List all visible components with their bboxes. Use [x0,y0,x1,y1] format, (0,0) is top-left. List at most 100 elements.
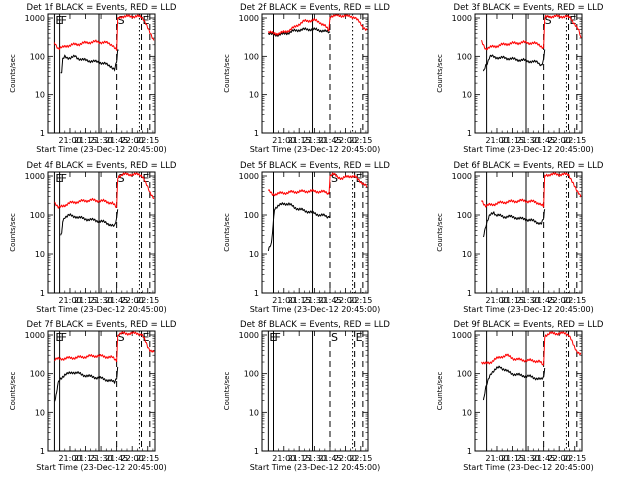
x-tick-label: 22:00 [548,454,571,463]
x-axis-label: Start Time (23-Dec-12 20:45:00) [463,305,594,314]
x-tick-label: 22:00 [548,296,571,305]
y-tick-label: 1 [40,447,45,456]
x-tick-label: 21:45 [532,296,555,305]
event-marker-label: S [331,172,338,185]
x-tick-label: 21:45 [105,136,128,145]
lld-series-line [481,331,582,366]
y-tick-label: 1000 [452,14,472,23]
x-tick-label: 22:15 [563,136,586,145]
plot-frame [474,171,583,294]
x-tick-label: 22:00 [548,136,571,145]
x-tick-label: 21:15 [74,136,97,145]
events-series-line [54,366,119,402]
y-tick-label: 1 [254,289,259,298]
panel-6: Det 6f BLACK = Events, RED = LLD Start Ti… [436,161,604,314]
event-marker-label: S [118,331,125,344]
series-group [267,172,368,251]
y-tick-label: 1000 [452,331,472,340]
event-marker-label: F [274,331,280,344]
event-marker-label: E [143,14,150,27]
plot-frame [261,171,369,294]
panel-1: Det 1f BLACK = Events, RED = LLD Start Ti… [9,3,177,154]
panel-title: Det 1f BLACK = Events, RED = LLD [27,3,177,13]
panel-title: Det 6f BLACK = Events, RED = LLD [454,161,604,171]
plot-frame [47,330,156,452]
x-tick-label: 22:15 [563,454,586,463]
x-tick-label: 22:15 [563,296,586,305]
y-axis-label: Counts/sec [9,372,17,411]
event-marker-label: E [570,14,577,27]
y-tick-label: 10 [35,250,45,259]
y-axis-label: Counts/sec [223,54,231,93]
panel-title: Det 9f BLACK = Events, RED = LLD [454,320,604,330]
x-tick-label: 21:00 [58,454,81,463]
y-tick-label: 1000 [25,14,45,23]
x-tick-label: 22:00 [334,136,357,145]
panel-4: Det 4f BLACK = Events, RED = LLD Start Ti… [9,161,177,314]
event-marker-label: E [356,331,363,344]
y-axis-label: Counts/sec [9,54,17,93]
y-axis-label: Counts/sec [436,54,444,93]
x-tick-label: 22:15 [349,136,372,145]
series-group [267,14,368,38]
plot-frame [261,330,369,452]
lld-series-line [54,172,155,209]
x-tick-label: 21:00 [485,296,508,305]
x-tick-label: 21:15 [288,136,311,145]
panel-title: Det 8f BLACK = Events, RED = LLD [240,320,390,330]
event-marker-label: S [118,14,125,27]
panel-3: Det 3f BLACK = Events, RED = LLD Start Ti… [436,3,604,154]
x-tick-label: 22:15 [349,296,372,305]
events-series-line [60,49,119,74]
plot-frame [474,13,583,134]
x-tick-label: 21:15 [501,454,524,463]
plot-frame [47,13,156,134]
x-tick-label: 21:30 [303,454,326,463]
panel-9: Det 9f BLACK = Events, RED = LLD Start Ti… [436,320,604,472]
x-tick-label: 21:15 [501,136,524,145]
y-tick-label: 10 [462,250,472,259]
x-tick-label: 21:15 [501,296,524,305]
y-tick-label: 100 [457,211,472,220]
x-tick-label: 21:00 [272,296,295,305]
series-group [480,172,582,238]
plot-frame [474,330,583,452]
events-series-line [483,209,546,238]
y-axis-label: Counts/sec [436,372,444,411]
y-tick-label: 1 [40,129,45,138]
series-group [53,14,155,74]
y-tick-label: 1000 [25,172,45,181]
x-axis-label: Start Time (23-Dec-12 20:45:00) [463,463,594,472]
x-tick-label: 21:30 [517,296,540,305]
event-marker-label: E [143,172,150,185]
x-tick-label: 21:30 [517,454,540,463]
x-tick-label: 21:00 [272,136,295,145]
y-tick-label: 10 [35,91,45,100]
panel-7: Det 7f BLACK = Events, RED = LLD Start Ti… [9,320,177,472]
y-tick-label: 100 [30,52,45,61]
x-tick-label: 21:45 [105,296,128,305]
series-group [480,14,582,72]
series-group [54,331,155,402]
y-tick-label: 1000 [25,331,45,340]
y-tick-label: 100 [457,52,472,61]
series-group [481,331,582,401]
x-tick-label: 21:45 [318,296,341,305]
panel-title: Det 4f BLACK = Events, RED = LLD [27,161,177,171]
x-tick-label: 21:30 [303,136,326,145]
x-tick-label: 21:00 [58,296,81,305]
panel-title: Det 2f BLACK = Events, RED = LLD [240,3,390,13]
y-tick-label: 100 [30,211,45,220]
x-tick-label: 22:15 [136,454,159,463]
x-axis-label: Start Time (23-Dec-12 20:45:00) [463,145,594,154]
y-tick-label: 1000 [239,14,259,23]
y-tick-label: 100 [244,52,259,61]
x-tick-label: 22:00 [121,296,144,305]
x-tick-label: 21:30 [90,454,113,463]
x-tick-label: 21:45 [318,136,341,145]
y-tick-label: 1 [467,447,472,456]
x-tick-label: 22:15 [136,296,159,305]
y-tick-label: 1 [467,289,472,298]
x-tick-label: 21:00 [485,136,508,145]
